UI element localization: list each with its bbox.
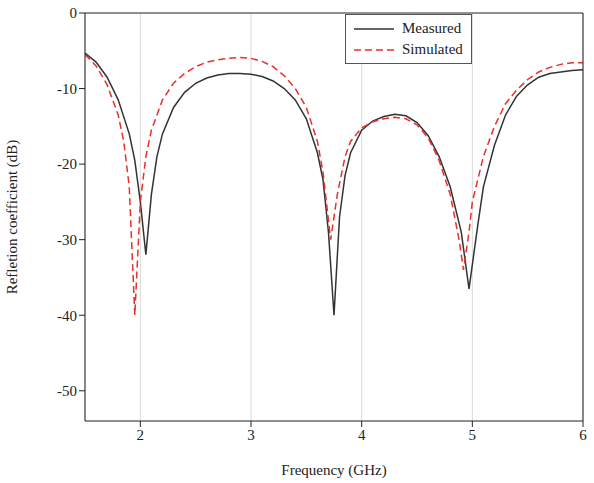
svg-text:2: 2: [137, 427, 145, 443]
svg-text:-50: -50: [57, 383, 77, 399]
svg-text:4: 4: [358, 427, 366, 443]
svg-text:3: 3: [247, 427, 255, 443]
svg-text:-30: -30: [57, 232, 77, 248]
html-text:Measured: Measured: [402, 20, 462, 36]
svg-text:0: 0: [70, 5, 78, 21]
svg-text:Refletion coefficient (dB): Refletion coefficient (dB): [4, 140, 21, 295]
svg-text:-20: -20: [57, 156, 77, 172]
svg-text:-10: -10: [57, 81, 77, 97]
svg-text:-40: -40: [57, 308, 77, 324]
svg-text:Frequency (GHz): Frequency (GHz): [281, 462, 386, 479]
svg-text:6: 6: [579, 427, 587, 443]
html-text:Simulated: Simulated: [402, 41, 463, 57]
svg-text:5: 5: [469, 427, 477, 443]
